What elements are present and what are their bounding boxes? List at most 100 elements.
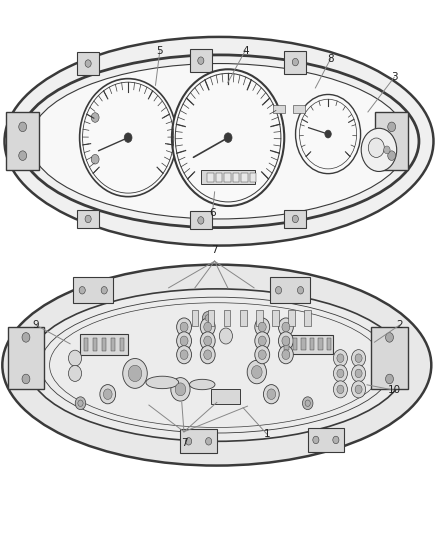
FancyBboxPatch shape [240, 310, 247, 326]
FancyBboxPatch shape [192, 310, 198, 326]
Text: 9: 9 [32, 320, 39, 330]
Circle shape [292, 215, 298, 223]
Circle shape [180, 350, 188, 359]
Circle shape [78, 400, 83, 406]
Ellipse shape [2, 265, 431, 466]
Bar [93, 338, 97, 351]
Circle shape [198, 216, 204, 224]
FancyBboxPatch shape [6, 112, 39, 170]
Circle shape [101, 287, 107, 294]
Circle shape [100, 385, 116, 404]
Bar [84, 338, 88, 351]
Bar [327, 338, 331, 350]
FancyBboxPatch shape [233, 173, 239, 182]
Text: 6: 6 [209, 208, 216, 218]
Circle shape [123, 359, 147, 389]
Circle shape [251, 366, 262, 378]
Circle shape [204, 336, 212, 345]
Ellipse shape [4, 37, 434, 246]
Circle shape [384, 146, 390, 154]
Circle shape [91, 112, 99, 122]
FancyBboxPatch shape [304, 310, 311, 326]
Bar [293, 338, 297, 350]
Bar [111, 338, 115, 351]
Circle shape [388, 151, 396, 160]
Circle shape [255, 345, 270, 364]
Bar [120, 338, 124, 351]
Circle shape [305, 400, 310, 406]
FancyBboxPatch shape [241, 173, 248, 182]
Circle shape [180, 336, 188, 345]
Circle shape [333, 350, 347, 367]
Text: 5: 5 [156, 46, 163, 55]
Circle shape [75, 397, 86, 409]
FancyBboxPatch shape [190, 212, 212, 229]
FancyBboxPatch shape [224, 310, 230, 326]
Circle shape [333, 436, 339, 443]
Circle shape [172, 69, 284, 206]
FancyBboxPatch shape [272, 310, 279, 326]
FancyBboxPatch shape [282, 335, 333, 354]
Circle shape [385, 333, 393, 342]
Text: 1: 1 [264, 430, 271, 439]
FancyBboxPatch shape [190, 49, 212, 72]
Circle shape [180, 322, 188, 332]
FancyBboxPatch shape [250, 173, 256, 182]
Circle shape [19, 151, 27, 160]
FancyBboxPatch shape [288, 310, 295, 326]
Text: 8: 8 [327, 54, 334, 63]
Circle shape [198, 57, 204, 64]
Circle shape [352, 381, 366, 398]
Circle shape [202, 312, 213, 325]
FancyBboxPatch shape [212, 389, 240, 404]
Circle shape [337, 354, 344, 362]
Circle shape [22, 333, 30, 342]
Circle shape [177, 345, 191, 364]
Circle shape [255, 318, 270, 336]
Text: 4: 4 [242, 46, 249, 55]
FancyBboxPatch shape [269, 277, 310, 303]
FancyBboxPatch shape [256, 310, 263, 326]
Circle shape [352, 350, 366, 367]
Circle shape [276, 287, 282, 294]
Circle shape [279, 345, 293, 364]
Circle shape [68, 350, 81, 366]
Bar [293, 104, 305, 113]
Text: 2: 2 [396, 320, 403, 330]
Circle shape [355, 369, 362, 378]
Circle shape [282, 322, 290, 332]
Circle shape [337, 385, 344, 393]
Circle shape [388, 122, 396, 132]
Circle shape [282, 336, 290, 345]
FancyBboxPatch shape [77, 210, 99, 228]
Circle shape [219, 328, 233, 344]
Circle shape [258, 322, 266, 332]
Circle shape [224, 133, 232, 142]
Ellipse shape [146, 376, 179, 389]
FancyBboxPatch shape [371, 327, 408, 389]
Circle shape [355, 354, 362, 362]
Ellipse shape [28, 289, 406, 441]
Bar [284, 338, 289, 350]
Circle shape [333, 365, 347, 382]
Circle shape [128, 365, 142, 382]
Circle shape [19, 122, 27, 132]
Bar [273, 104, 285, 113]
Bar [310, 338, 314, 350]
Circle shape [175, 383, 186, 396]
FancyBboxPatch shape [284, 51, 306, 74]
Text: 10: 10 [388, 385, 401, 395]
FancyBboxPatch shape [8, 327, 44, 389]
Circle shape [91, 155, 99, 164]
Text: 7: 7 [211, 245, 218, 255]
Circle shape [124, 133, 132, 142]
Circle shape [247, 360, 266, 384]
Circle shape [325, 130, 331, 138]
Circle shape [177, 332, 191, 350]
Circle shape [297, 287, 304, 294]
Circle shape [267, 389, 276, 400]
Circle shape [85, 215, 91, 223]
Circle shape [103, 389, 112, 400]
Circle shape [22, 374, 30, 384]
Circle shape [355, 385, 362, 393]
